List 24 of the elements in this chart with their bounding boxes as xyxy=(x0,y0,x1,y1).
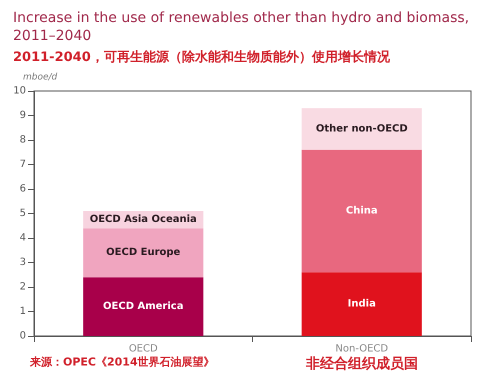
y-tick-label: 0 xyxy=(20,330,26,342)
text: 非经合组织成员国 xyxy=(304,356,418,372)
series-label: China xyxy=(346,206,378,217)
y-tick-label: 8 xyxy=(20,134,26,146)
y-axis-title: mboe/d xyxy=(23,72,58,82)
series-label: OECD Asia Oceania xyxy=(90,214,197,226)
y-tick-label: 3 xyxy=(20,257,26,268)
y-tick-label: 5 xyxy=(20,208,26,219)
series-label: India xyxy=(348,298,376,310)
source-note: 来源：OPEC《2014世界石油展望》 xyxy=(29,356,215,368)
y-tick-label: 6 xyxy=(20,184,26,194)
chart-subtitle: 2011-2040，可再生能源（除水能和生物质能外）使用增长情况 xyxy=(13,49,391,65)
y-tick-label: 7 xyxy=(20,159,26,170)
y-tick-label: 2 xyxy=(20,282,26,292)
series-label: OECD Europe xyxy=(106,247,181,258)
x-tick-label: OECD xyxy=(128,344,158,354)
x-tick-label: Non-OECD xyxy=(335,344,388,354)
series-label: Other non-OECD xyxy=(316,123,408,134)
y-tick-label: 10 xyxy=(13,86,26,96)
y-tick-label: 9 xyxy=(20,110,26,121)
y-tick-label: 1 xyxy=(20,306,26,317)
y-tick-label: 4 xyxy=(20,232,26,244)
series-label: OECD America xyxy=(103,301,184,312)
chart-title: Increase in the use of renewables other than hydro and biomass, 2011–2040 xyxy=(13,10,474,44)
